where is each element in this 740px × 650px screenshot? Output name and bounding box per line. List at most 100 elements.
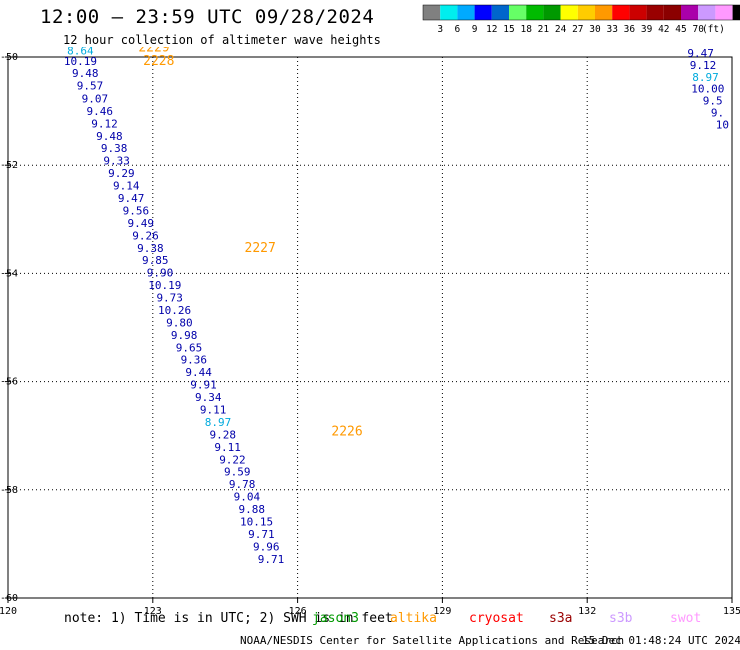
x-tick-label: 126 [289, 606, 307, 617]
y-tick-label: -60 [0, 593, 18, 604]
legend-label: 45 [675, 24, 686, 35]
legend-label: 3 [437, 24, 443, 35]
swh-label: 10.26 [158, 304, 191, 317]
legend-label: 24 [555, 24, 567, 35]
mission-jason3: jason3 [312, 611, 359, 626]
legend-swatch [646, 5, 664, 20]
y-tick-label: -52 [0, 160, 18, 171]
y-tick-label: -50 [0, 52, 18, 63]
legend-label: 39 [641, 24, 653, 35]
legend-unit: (ft) [702, 24, 725, 35]
legend-swatch [474, 5, 492, 20]
swh-label: 9.73 [156, 292, 183, 305]
legend-swatch [491, 5, 509, 20]
swh-label: 9.57 [77, 79, 104, 92]
legend-swatch [595, 5, 613, 20]
legend-swatch [732, 5, 740, 20]
legend-swatch [509, 5, 527, 20]
legend-swatch [440, 5, 458, 20]
x-tick-label: 129 [433, 606, 451, 617]
mission-swot: swot [670, 611, 702, 626]
mission-s3a: s3a [549, 611, 573, 626]
mission-cryosat: cryosat [469, 611, 524, 626]
pass-number: 2228 [143, 54, 174, 69]
chart-title: 12:00 – 23:59 UTC 09/28/2024 [40, 6, 375, 28]
swh-label: 9.07 [82, 92, 109, 105]
swh-label: 9.34 [195, 391, 222, 404]
swh-label: 10.19 [64, 55, 97, 68]
swh-label: 9.22 [219, 453, 246, 466]
swh-label: 9.14 [113, 180, 140, 193]
swh-label: 9.38 [137, 242, 164, 255]
swh-label: 9.71 [248, 528, 275, 541]
y-tick-label: -54 [0, 268, 18, 279]
swh-label: 9.47 [118, 192, 145, 205]
swh-label: 9.28 [210, 428, 237, 441]
swh-label: 9.56 [123, 204, 150, 217]
footer-note: note: 1) Time is in UTC; 2) SWH is in fe… [64, 611, 393, 626]
swh-label: 10.19 [148, 279, 181, 292]
legend-swatch [560, 5, 578, 20]
swh-label: 9.91 [190, 379, 217, 392]
swh-label: 9.88 [238, 503, 265, 516]
swh-label: 8.97 [205, 416, 232, 429]
legend-label: 30 [589, 24, 601, 35]
legend-swatch [543, 5, 561, 20]
footer-credit: NOAA/NESDIS Center for Satellite Applica… [240, 634, 625, 647]
swh-label: 9.49 [127, 217, 154, 230]
legend-label: 33 [606, 24, 617, 35]
swh-label: 9.59 [224, 466, 251, 479]
mission-altika: altika [390, 611, 437, 626]
legend-swatch [681, 5, 699, 20]
swh-label: 10.00 [691, 83, 724, 96]
swh-label: 9.80 [166, 316, 193, 329]
x-tick-label: 132 [578, 606, 596, 617]
x-tick-label: 123 [144, 606, 162, 617]
legend-swatch [698, 5, 716, 20]
swh-label: 9.85 [142, 254, 169, 267]
swh-label: 10 [716, 118, 729, 131]
swh-label: 9.44 [185, 366, 212, 379]
legend-swatch [663, 5, 681, 20]
plot-frame [7, 56, 733, 599]
legend-label: 6 [455, 24, 461, 35]
swh-label: 9.29 [108, 167, 135, 180]
legend-swatch [577, 5, 595, 20]
swh-label: 9.65 [176, 341, 203, 354]
swh-label: 9.96 [253, 540, 280, 553]
swh-label: 9.46 [86, 105, 113, 118]
points-group: 8.6410.199.489.579.079.469.129.489.389.3… [64, 41, 729, 566]
legend-swatch [457, 5, 475, 20]
pass-number: 2227 [245, 241, 276, 256]
chart-subtitle: 12 hour collection of altimeter wave hei… [63, 33, 381, 47]
swh-label: 10.15 [240, 516, 273, 529]
swh-label: 9.48 [96, 130, 123, 143]
legend-label: 21 [538, 24, 550, 35]
swh-label: 9.11 [200, 404, 227, 417]
pass-number: 2229 [138, 41, 169, 56]
legend-label: 70 [692, 24, 704, 35]
swh-label: 9.90 [147, 267, 174, 280]
swh-label: 9.11 [214, 441, 241, 454]
legend-label: 42 [658, 24, 669, 35]
x-tick-label: 120 [0, 606, 17, 617]
x-tick-label: 135 [723, 606, 740, 617]
swh-label: 9.78 [229, 478, 256, 491]
legend-label: 9 [472, 24, 478, 35]
swh-label: 9.33 [103, 155, 130, 168]
footer-timestamp: 15 Dec 01:48:24 UTC 2024 [582, 634, 740, 647]
swh-label: 8.64 [67, 44, 94, 57]
legend-label: 36 [624, 24, 636, 35]
legend-label: 18 [520, 24, 532, 35]
swh-label: 9.12 [690, 59, 717, 72]
swh-label: 9.48 [72, 67, 99, 80]
swh-label: 9.36 [181, 354, 208, 367]
legend-swatch [612, 5, 630, 20]
pass-number: 2226 [331, 425, 362, 440]
swh-label: 9.12 [91, 117, 118, 130]
legend-swatch [423, 5, 441, 20]
legend-label: 27 [572, 24, 583, 35]
mission-s3b: s3b [609, 611, 633, 626]
legend-frame [422, 4, 740, 21]
